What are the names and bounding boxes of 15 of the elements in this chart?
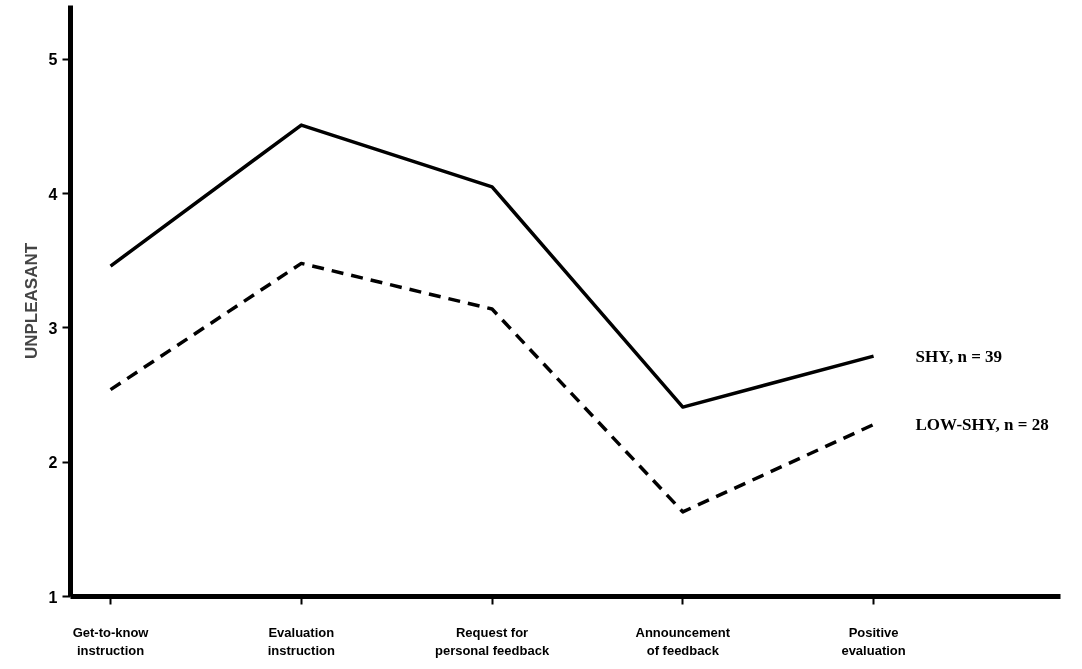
line-series <box>108 123 876 409</box>
line-series <box>108 261 876 514</box>
x-tick-label: Announcement of feedback <box>635 624 731 658</box>
x-tick-label: Evaluation instruction <box>267 624 335 658</box>
x-tick-label: Positive evaluation <box>841 624 906 658</box>
x-tick-label: Get-to-know instruction <box>72 624 150 658</box>
y-tick-label: 3 <box>48 319 58 337</box>
y-tick-label: 1 <box>48 588 58 606</box>
y-axis-title: UNPLEASANT <box>21 242 41 360</box>
text: SHY, n = 39 <box>915 346 1003 366</box>
y-tick-label: 4 <box>48 185 58 203</box>
text: LOW-SHY, n = 28 <box>915 415 1049 435</box>
x-tick-label: Request for personal feedback <box>434 624 550 658</box>
y-tick-label: 5 <box>48 51 58 69</box>
y-tick-label: 2 <box>48 454 58 472</box>
